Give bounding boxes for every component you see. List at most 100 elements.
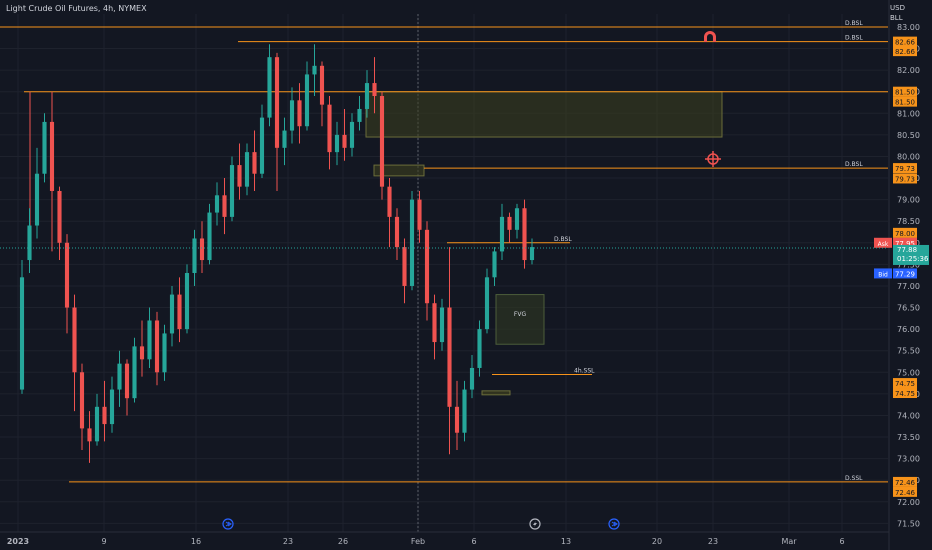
magnet-icon	[704, 31, 716, 42]
event-arrow	[611, 521, 618, 527]
event-bolt	[533, 521, 537, 527]
candle-body	[199, 238, 205, 261]
x-tick-label: 20	[652, 537, 662, 546]
candle-body	[379, 96, 385, 187]
price-tag	[893, 227, 917, 238]
event-ring	[529, 518, 541, 530]
candle-body	[447, 307, 452, 407]
candle-body	[499, 216, 505, 252]
candle-body	[42, 121, 47, 174]
candle-body	[492, 251, 497, 278]
y-tick-label: 77.00	[897, 282, 920, 291]
price-tag-text: 82.66	[895, 39, 916, 47]
candle-body	[244, 152, 250, 187]
x-tick-label: 9	[101, 537, 106, 546]
economic-event-icon	[608, 518, 620, 530]
candle-body	[439, 307, 445, 343]
x-tick-label: 13	[561, 537, 571, 546]
level-label: 4h.SSL	[574, 367, 595, 374]
currency-label: USD BLL	[890, 3, 910, 23]
price-tag-text: 79.73	[895, 165, 915, 173]
ask-label: Ask	[878, 241, 889, 248]
candle-body	[312, 65, 317, 75]
candle-body	[64, 242, 70, 308]
level-label: D.BSL	[845, 20, 863, 27]
candle-body	[237, 165, 242, 187]
candle-body	[417, 199, 422, 230]
ask-badge	[874, 237, 892, 248]
candle-body	[484, 277, 490, 330]
currency-code: USD	[890, 4, 905, 12]
price-tag-text: 82.66	[895, 48, 916, 56]
y-tick-label: 75.50	[897, 347, 920, 356]
x-tick-label: Mar	[781, 537, 797, 546]
level-label: D.BSL	[845, 35, 863, 42]
y-tick-label: 72.00	[897, 498, 920, 507]
candle-body	[349, 121, 355, 148]
price-tag-text: 79.73	[895, 175, 915, 183]
order-block-small	[373, 164, 425, 177]
fvg-zone	[495, 294, 545, 345]
level-label: D.SSL	[845, 475, 863, 482]
ask-price: 77.95	[895, 240, 915, 248]
candle-body	[357, 108, 362, 122]
candle-body	[342, 134, 347, 148]
candle-body	[177, 294, 182, 330]
y-tick-label: 78.50	[897, 217, 920, 226]
time-axis: 2023 9 16 23 26 Feb 6 13 20 23 Mar 6	[0, 531, 889, 546]
candle-body	[462, 389, 467, 433]
price-tag-text: 78.00	[895, 230, 915, 238]
candle-body	[124, 363, 130, 399]
level-label: D.BSL	[845, 161, 863, 168]
price-tag	[893, 86, 917, 97]
bid-price-tag	[893, 268, 917, 279]
price-tag-text: 74.75	[895, 390, 915, 398]
x-tick-label: 2023	[7, 537, 29, 546]
price-tag	[893, 486, 917, 497]
event-ring	[222, 518, 234, 530]
candle-body	[304, 74, 310, 127]
crosshair-target-icon	[705, 151, 721, 167]
candle-body	[207, 212, 212, 261]
candle-body	[387, 186, 392, 217]
x-tick-label: 6	[471, 537, 476, 546]
candles	[19, 44, 535, 463]
candle-body	[514, 208, 520, 230]
candle-body	[507, 216, 512, 230]
price-tag	[893, 476, 917, 487]
price-tag-text: 72.46	[895, 489, 916, 497]
price-tag-text: 81.50	[895, 99, 915, 107]
price-tag	[893, 388, 917, 399]
countdown: 01:25:36	[897, 255, 929, 263]
candle-body	[34, 173, 40, 226]
y-tick-label: 80.50	[897, 131, 920, 140]
bid-badge	[874, 268, 892, 279]
candle-body	[132, 346, 137, 399]
candle-body	[154, 320, 160, 373]
x-tick-label: 23	[708, 537, 718, 546]
candle-body	[327, 104, 332, 153]
bid-label: Bid	[878, 271, 888, 278]
candle-body	[147, 320, 152, 360]
y-tick-label: 76.50	[897, 304, 920, 313]
fvg-label: FVG	[514, 311, 527, 318]
y-tick-label: 74.00	[897, 411, 920, 420]
candle-body	[334, 134, 340, 153]
price-tag	[893, 163, 917, 174]
currency-unit: BLL	[890, 14, 903, 22]
candle-body	[102, 406, 107, 425]
candle-body	[79, 372, 85, 429]
event-arrow	[225, 521, 232, 527]
candle-body	[477, 329, 482, 368]
chart-title: Light Crude Oil Futures, 4h, NYMEX	[6, 4, 147, 13]
magnet-shape	[704, 31, 716, 42]
y-tick-label: 73.50	[897, 433, 920, 442]
candle-body	[282, 130, 287, 148]
candle-body	[259, 117, 265, 174]
bid-price: 77.29	[895, 270, 915, 278]
price-tag	[893, 96, 917, 107]
candle-body	[87, 428, 92, 442]
x-tick-label: 26	[338, 537, 348, 546]
